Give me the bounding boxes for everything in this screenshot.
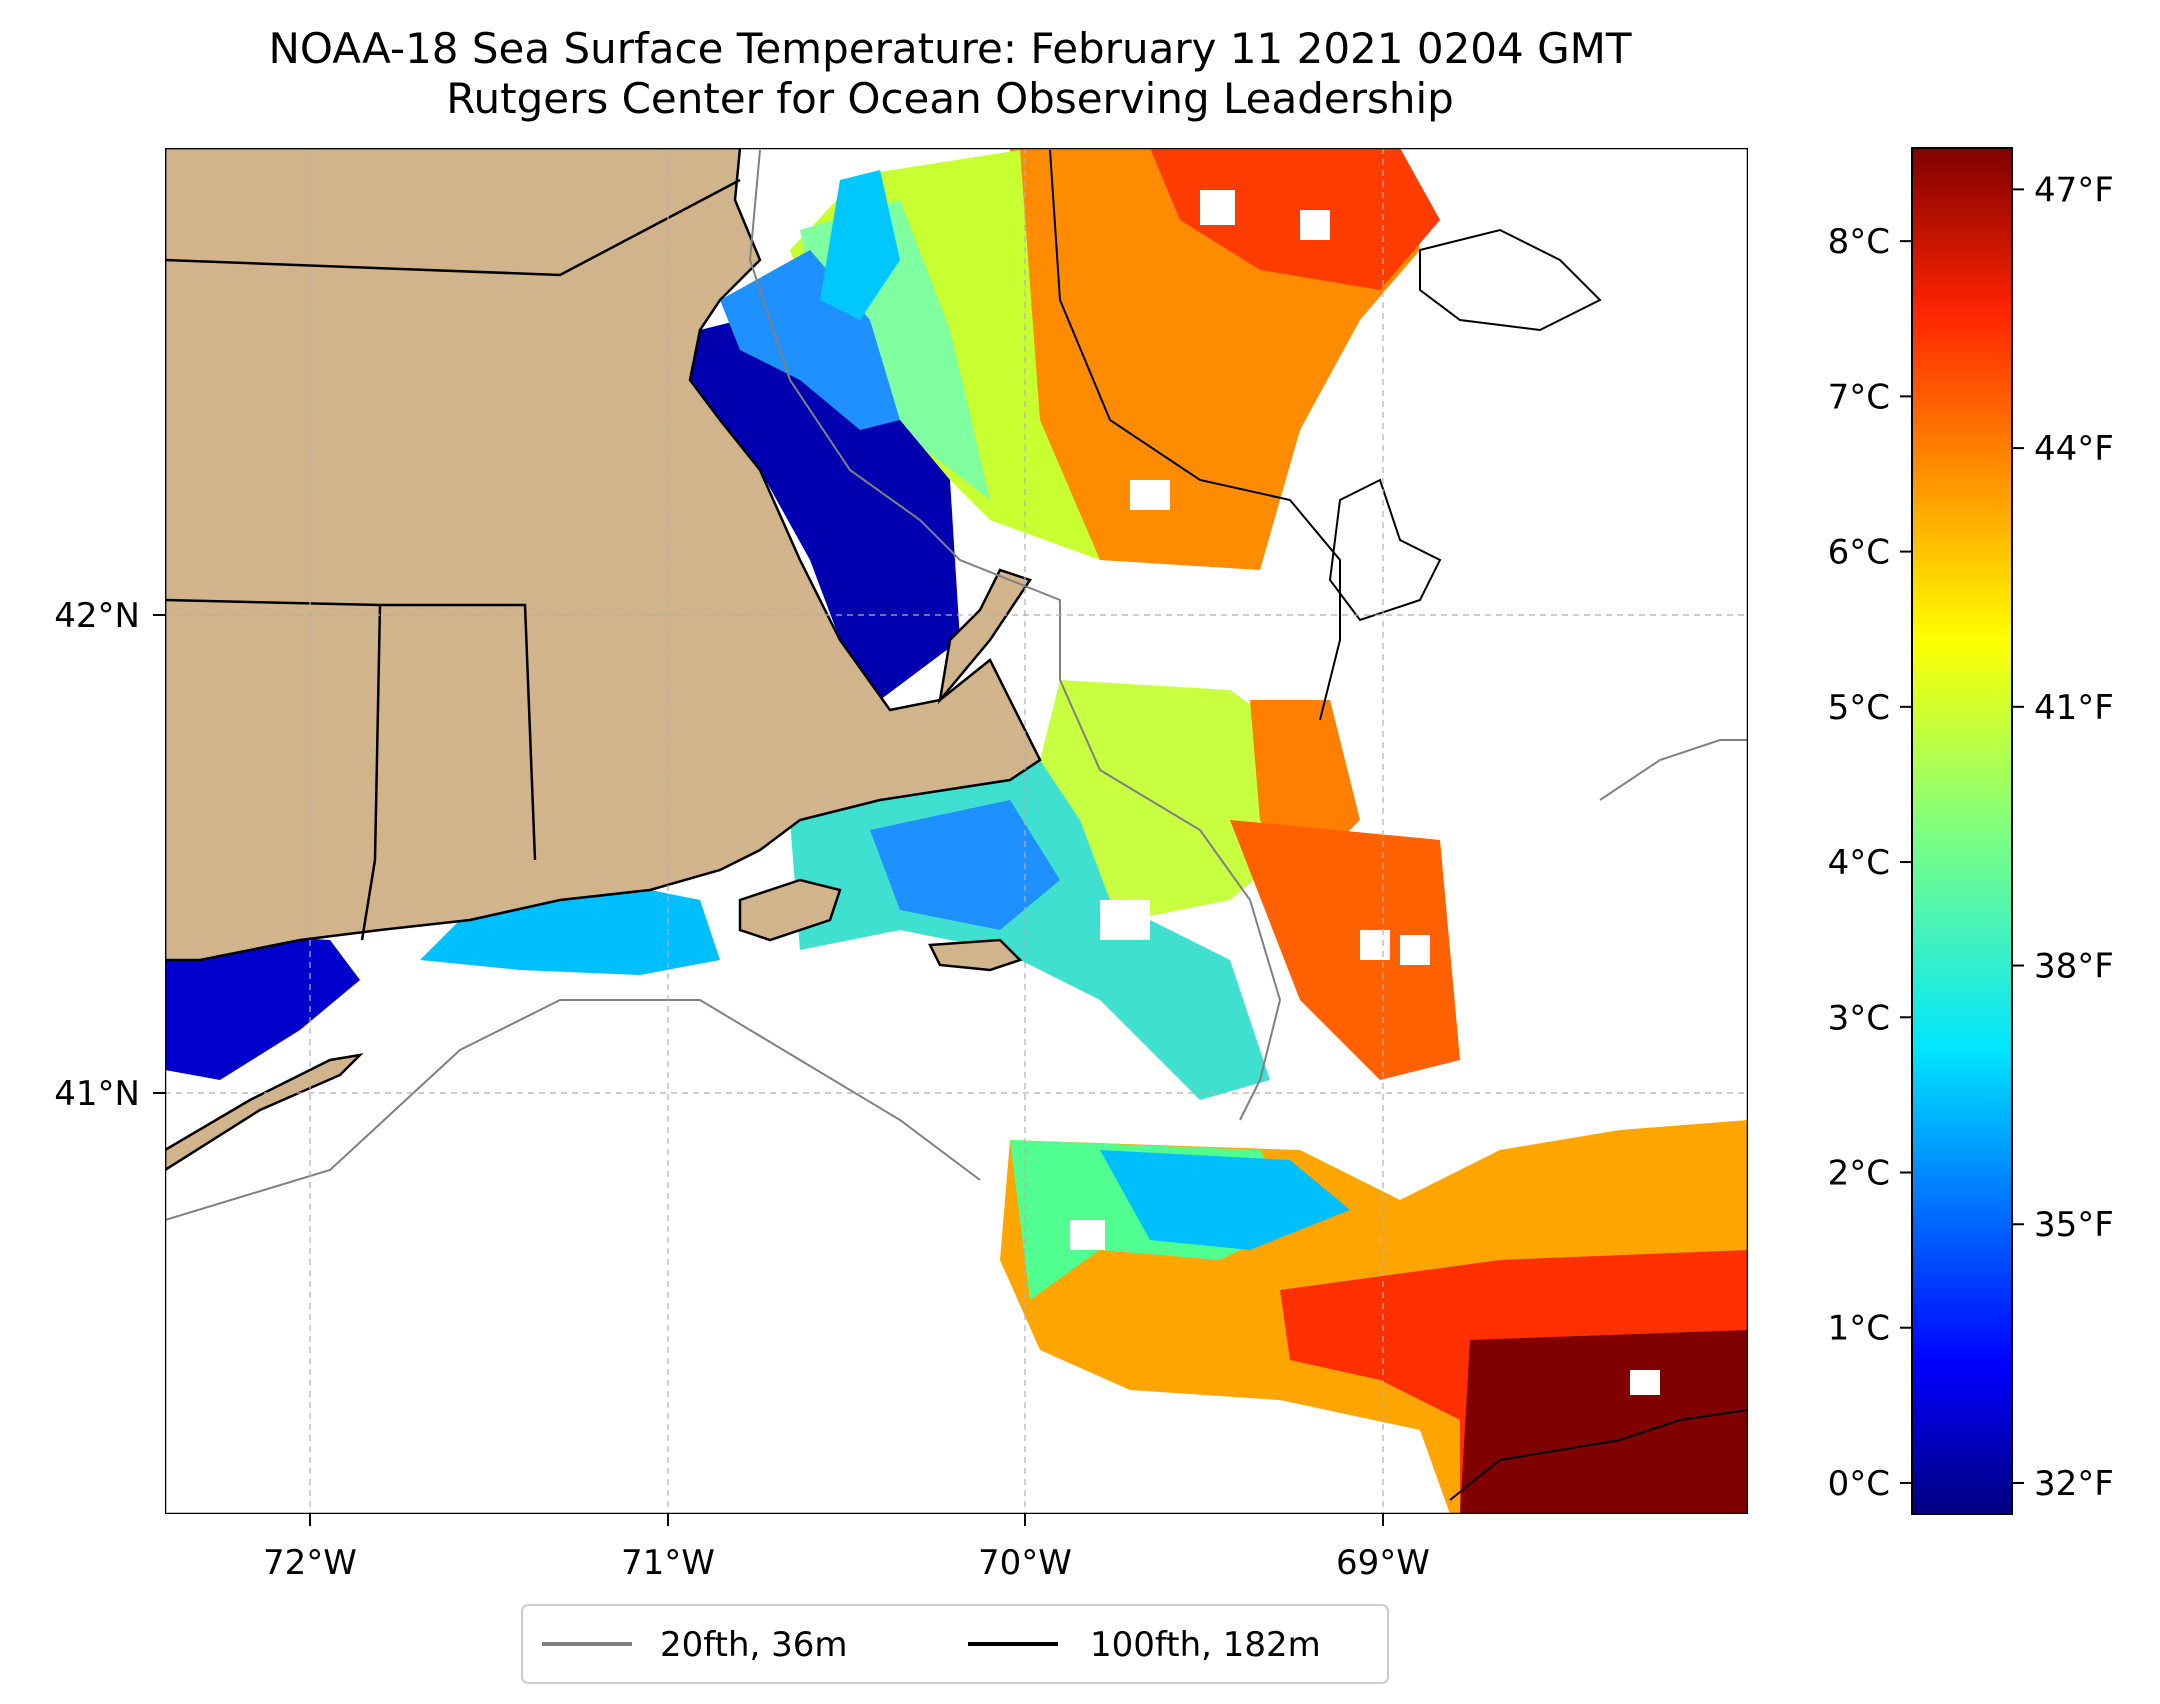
x-tick-label: 70°W [978,1543,1072,1583]
fahrenheit-tick-label: 47°F [2034,170,2114,210]
celsius-tick-label: 8°C [1828,222,1890,262]
gridlines [165,148,1748,1514]
sst-data-layer [165,148,1748,1514]
colorbar-gradient [1911,147,2013,1515]
legend-label: 100fth, 182m [1090,1625,1321,1665]
colorbar: 0°C 1°C 2°C 3°C 4°C 5°C 6°C 7°C 8°C 32°F 35°F 38°F… [1828,147,2114,1515]
fahrenheit-tick-label: 32°F [2034,1464,2114,1504]
y-axis: 42°N 41°N [54,596,165,1114]
map-title: NOAA-18 Sea Surface Temperature: Februar… [0,24,1900,124]
x-tick-label: 69°W [1336,1543,1430,1583]
y-tick-label: 41°N [54,1074,140,1114]
celsius-ticks: 0°C 1°C 2°C 3°C 4°C 5°C 6°C 7°C 8°C [1828,222,1912,1504]
fahrenheit-tick-label: 38°F [2034,947,2114,987]
celsius-tick-label: 3°C [1828,998,1890,1038]
fahrenheit-tick-label: 41°F [2034,688,2114,728]
x-tick-label: 71°W [621,1543,715,1583]
x-tick-label: 72°W [263,1543,357,1583]
fahrenheit-tick-label: 35°F [2034,1205,2114,1245]
map-area [165,148,1748,1514]
celsius-tick-label: 7°C [1828,377,1890,417]
celsius-tick-label: 6°C [1828,533,1890,573]
celsius-tick-label: 5°C [1828,688,1890,728]
land-layer [165,148,1042,1172]
celsius-tick-label: 1°C [1828,1309,1890,1349]
legend: 20fth, 36m 100fth, 182m [521,1604,1389,1684]
title-line-2: Rutgers Center for Ocean Observing Leade… [446,74,1454,123]
bathymetry-contours [165,149,1748,1501]
y-tick-label: 42°N [54,596,140,636]
fahrenheit-tick-label: 44°F [2034,429,2114,469]
celsius-tick-label: 4°C [1828,843,1890,883]
x-axis: 72°W 71°W 70°W 69°W [263,1514,1430,1583]
celsius-tick-label: 0°C [1828,1464,1890,1504]
legend-label: 20fth, 36m [660,1625,848,1665]
celsius-tick-label: 2°C [1828,1154,1890,1194]
fahrenheit-ticks: 32°F 35°F 38°F 41°F 44°F 47°F [2012,170,2114,1504]
title-line-1: NOAA-18 Sea Surface Temperature: Februar… [268,24,1632,73]
